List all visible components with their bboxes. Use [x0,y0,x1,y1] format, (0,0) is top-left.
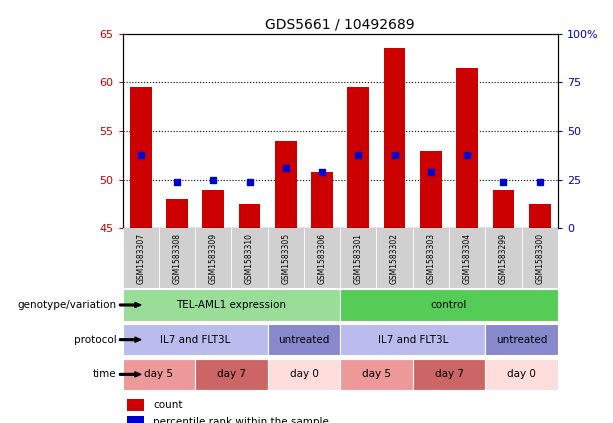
Text: GSM1583299: GSM1583299 [499,233,508,284]
Text: GSM1583310: GSM1583310 [245,233,254,284]
Bar [456,68,478,228]
Text: day 0: day 0 [289,369,318,379]
Text: TEL-AML1 expression: TEL-AML1 expression [177,300,286,310]
Bar [413,359,485,390]
Bar [123,359,195,390]
Bar [238,204,261,228]
Bar [340,228,376,288]
Bar [127,416,145,423]
Bar [123,324,268,355]
Text: GSM1583306: GSM1583306 [318,233,327,284]
Text: GSM1583303: GSM1583303 [427,233,435,284]
Bar [268,228,304,288]
Bar [268,324,340,355]
Bar [340,359,413,390]
Bar [384,48,405,228]
Bar [304,228,340,288]
Bar [311,172,333,228]
Text: day 5: day 5 [362,369,391,379]
Text: untreated: untreated [278,335,330,345]
Bar [485,228,522,288]
Text: control: control [431,300,467,310]
Text: IL7 and FLT3L: IL7 and FLT3L [160,335,230,345]
Bar [123,289,340,321]
Bar [485,359,558,390]
Bar [522,228,558,288]
Bar [275,141,297,228]
Text: GSM1583300: GSM1583300 [535,233,544,284]
Bar [127,398,145,411]
Bar [159,228,195,288]
Text: GSM1583307: GSM1583307 [136,233,145,284]
Bar [195,228,231,288]
Title: GDS5661 / 10492689: GDS5661 / 10492689 [265,17,415,31]
Bar [195,359,268,390]
Bar [413,228,449,288]
Text: GSM1583304: GSM1583304 [463,233,471,284]
Bar [340,324,485,355]
Text: time: time [93,369,116,379]
Bar [492,190,514,228]
Bar [340,289,558,321]
Bar [449,228,485,288]
Text: IL7 and FLT3L: IL7 and FLT3L [378,335,448,345]
Bar [166,199,188,228]
Text: GSM1583305: GSM1583305 [281,233,291,284]
Text: GSM1583309: GSM1583309 [209,233,218,284]
Text: GSM1583301: GSM1583301 [354,233,363,284]
Text: protocol: protocol [74,335,116,345]
Bar [130,87,151,228]
Bar [123,228,159,288]
Text: untreated: untreated [496,335,547,345]
Text: GSM1583302: GSM1583302 [390,233,399,284]
Text: day 7: day 7 [435,369,463,379]
Text: day 0: day 0 [507,369,536,379]
Bar [202,190,224,228]
Bar [420,151,442,228]
Text: count: count [153,400,183,410]
Text: genotype/variation: genotype/variation [17,300,116,310]
Bar [348,87,369,228]
Text: day 7: day 7 [217,369,246,379]
Text: percentile rank within the sample: percentile rank within the sample [153,417,329,423]
Text: day 5: day 5 [145,369,173,379]
Text: GSM1583308: GSM1583308 [172,233,181,284]
Bar [529,204,550,228]
Bar [268,359,340,390]
Bar [231,228,268,288]
Bar [376,228,413,288]
Bar [485,324,558,355]
